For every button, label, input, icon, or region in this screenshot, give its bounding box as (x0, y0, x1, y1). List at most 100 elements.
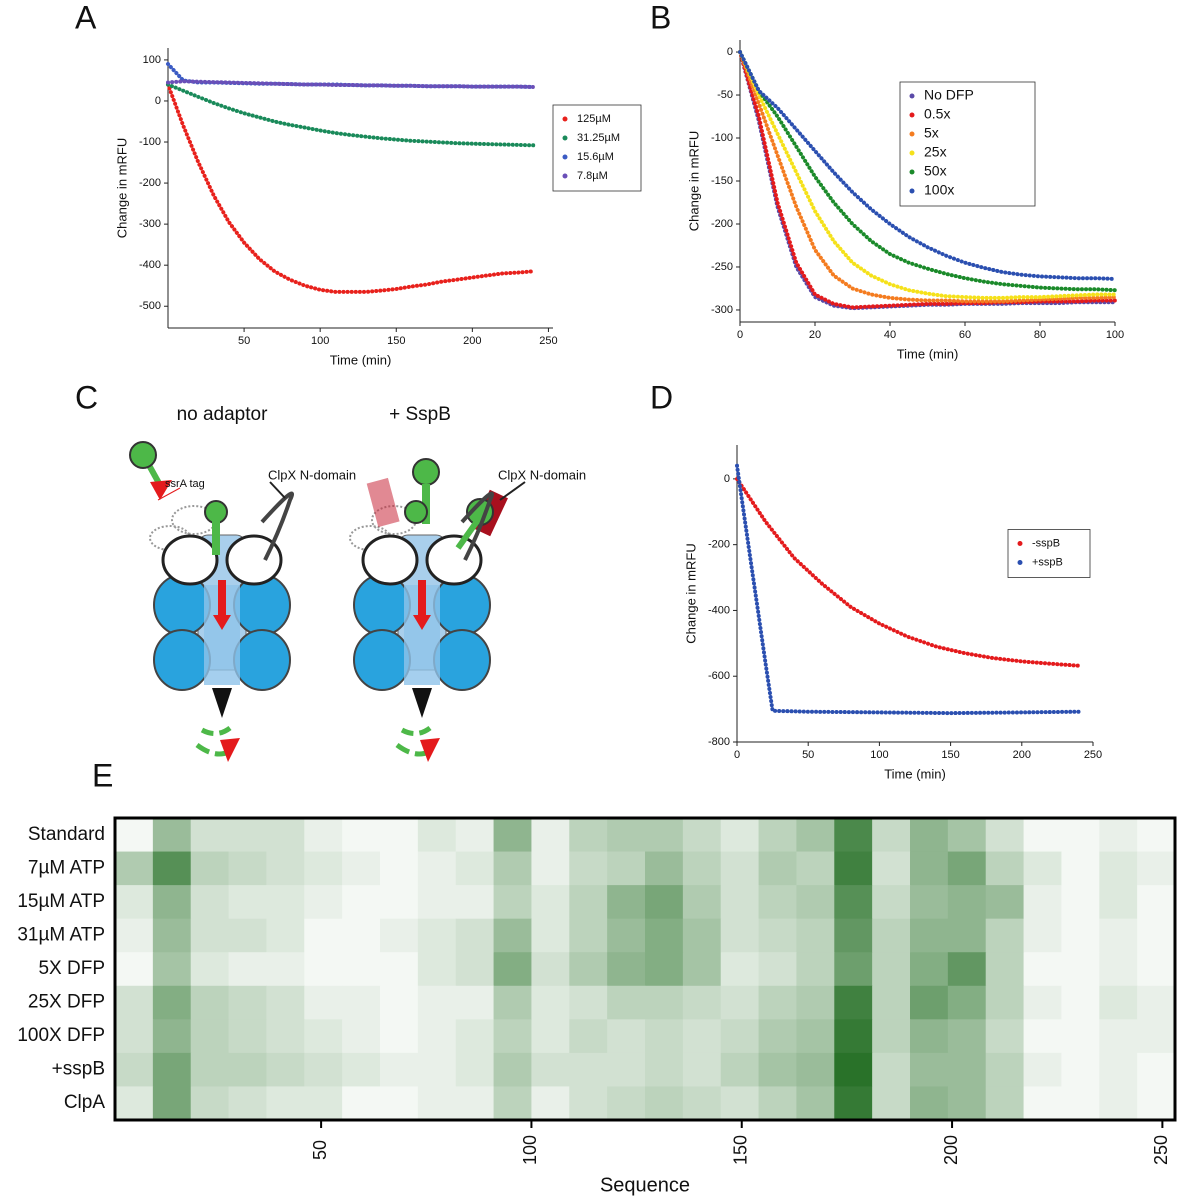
heat-cell (720, 1019, 760, 1054)
y-tick-label: 0 (727, 46, 733, 58)
heat-cell (115, 985, 154, 1020)
heat-cell (228, 1019, 267, 1054)
series-line (738, 50, 1117, 310)
heat-cell (607, 952, 646, 987)
y-tick-label: -100 (139, 136, 161, 148)
heat-cell (607, 851, 646, 886)
heat-cell (152, 1086, 192, 1121)
heat-cell (1023, 851, 1062, 886)
heat-cell (569, 1052, 608, 1087)
heat-cell (834, 818, 873, 853)
heat-cell (947, 918, 987, 953)
heat-cell (985, 1052, 1025, 1087)
heat-cell (910, 885, 949, 920)
heat-cell (645, 851, 684, 886)
heat-cell (1137, 1052, 1176, 1087)
heat-cell (758, 985, 797, 1020)
legend-box (899, 81, 1036, 207)
legend-label: 31.25µM (577, 132, 620, 144)
heat-cell (720, 985, 760, 1020)
heat-cell (455, 818, 495, 853)
heat-cell (1023, 1019, 1062, 1054)
x-tick-label: 40 (884, 329, 896, 341)
heat-cell (228, 1052, 267, 1087)
x-tick-label: 150 (730, 1135, 750, 1165)
heat-cell (607, 1052, 646, 1087)
y-tick-label: 0 (155, 95, 161, 107)
y-tick-label: -200 (708, 539, 730, 551)
x-axis-label: Time (min) (897, 346, 959, 361)
heat-cell (985, 818, 1025, 853)
heat-cell (266, 818, 305, 853)
legend-label: 50x (924, 163, 947, 179)
heat-cell (190, 918, 230, 953)
row-label: Standard (28, 824, 105, 845)
legend-label: 25x (924, 144, 947, 160)
y-tick-label: -300 (139, 218, 161, 230)
x-axis-label: Sequence (600, 1174, 690, 1196)
heat-cell (266, 985, 305, 1020)
heat-cell (1061, 851, 1100, 886)
heat-cell (115, 818, 154, 853)
x-tick-label: 0 (737, 329, 743, 341)
ssra-label: ssrA tag (165, 478, 205, 490)
heat-cell (531, 818, 570, 853)
heat-cell (758, 952, 797, 987)
heat-cell (947, 1019, 987, 1054)
x-tick-label: 0 (734, 749, 740, 761)
heat-cell (947, 818, 987, 853)
heatmap-frame (113, 816, 1177, 1122)
heat-cell (720, 885, 760, 920)
heat-cell (455, 952, 495, 987)
heat-cell (455, 1019, 495, 1054)
x-tick-label: 60 (959, 329, 971, 341)
heat-cell (645, 818, 684, 853)
ndomain-label: ClpX N-domain (268, 467, 356, 482)
heat-cell (720, 818, 760, 853)
heat-cell (417, 1086, 457, 1121)
series-line (166, 82, 536, 148)
series-line (166, 82, 536, 294)
x-tick-label: 100 (520, 1135, 540, 1165)
heat-cell (645, 1019, 684, 1054)
heat-cell (342, 885, 381, 920)
legend-marker (909, 150, 915, 156)
legend-marker (1017, 560, 1023, 565)
heat-cell (266, 1019, 305, 1054)
heat-cell (531, 1019, 570, 1054)
heat-cell (190, 1086, 230, 1121)
y-tick-label: -400 (708, 604, 730, 616)
legend-marker (562, 135, 568, 141)
y-tick-label: -50 (717, 89, 733, 101)
heat-cell (682, 918, 722, 953)
heat-cell (152, 1052, 192, 1087)
series-line (735, 476, 1081, 668)
heat-cell (455, 851, 495, 886)
heat-cell (493, 985, 532, 1020)
legend-marker (909, 131, 915, 137)
heat-cell (304, 952, 343, 987)
legend-label: No DFP (924, 87, 974, 103)
heat-cell (531, 985, 570, 1020)
heat-cell (834, 952, 873, 987)
heat-cell (645, 918, 684, 953)
heat-cell (872, 818, 911, 853)
heat-cell (947, 985, 987, 1020)
panel-letter: D (650, 379, 673, 415)
heat-cell (947, 851, 987, 886)
x-tick-label: 100 (1106, 329, 1124, 341)
heat-cell (493, 885, 532, 920)
heat-cell (910, 952, 949, 987)
heat-cell (985, 1086, 1025, 1121)
x-tick-label: 200 (463, 335, 481, 347)
heat-cell (1061, 885, 1100, 920)
heat-cell (304, 1052, 343, 1087)
heat-cell (1137, 851, 1176, 886)
heat-cell (1023, 918, 1062, 953)
heat-cell (796, 1019, 835, 1054)
heat-cell (304, 918, 343, 953)
x-tick-label: 80 (1034, 329, 1046, 341)
heat-cell (569, 918, 608, 953)
heat-cell (910, 918, 949, 953)
heat-cell (834, 918, 873, 953)
